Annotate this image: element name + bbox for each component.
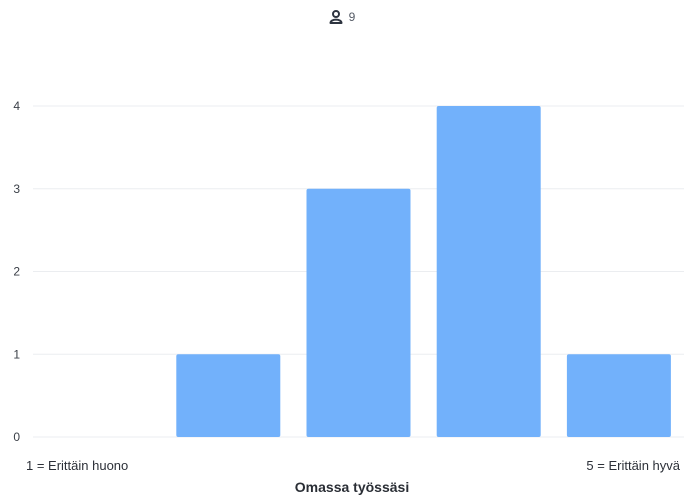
x-axis-right-label: 5 = Erittäin hyvä bbox=[586, 458, 680, 473]
bars bbox=[176, 106, 671, 437]
respondent-count-value: 9 bbox=[348, 10, 356, 24]
y-tick-label: 2 bbox=[13, 265, 20, 279]
respondent-count: 9 bbox=[0, 10, 684, 24]
y-axis-ticks: 0 1 2 3 4 bbox=[13, 99, 20, 444]
x-axis-left-label: 1 = Erittäin huono bbox=[26, 458, 128, 473]
y-tick-label: 4 bbox=[13, 99, 20, 113]
x-axis-title: Omassa työssäsi bbox=[295, 479, 409, 495]
y-tick-label: 1 bbox=[13, 347, 20, 361]
bar-2[interactable] bbox=[176, 354, 281, 437]
y-tick-label: 0 bbox=[13, 430, 20, 444]
bar-3[interactable] bbox=[306, 188, 411, 437]
bar-5[interactable] bbox=[566, 354, 671, 437]
person-icon bbox=[329, 10, 343, 24]
y-tick-label: 3 bbox=[13, 182, 20, 196]
bar-4[interactable] bbox=[436, 106, 541, 437]
